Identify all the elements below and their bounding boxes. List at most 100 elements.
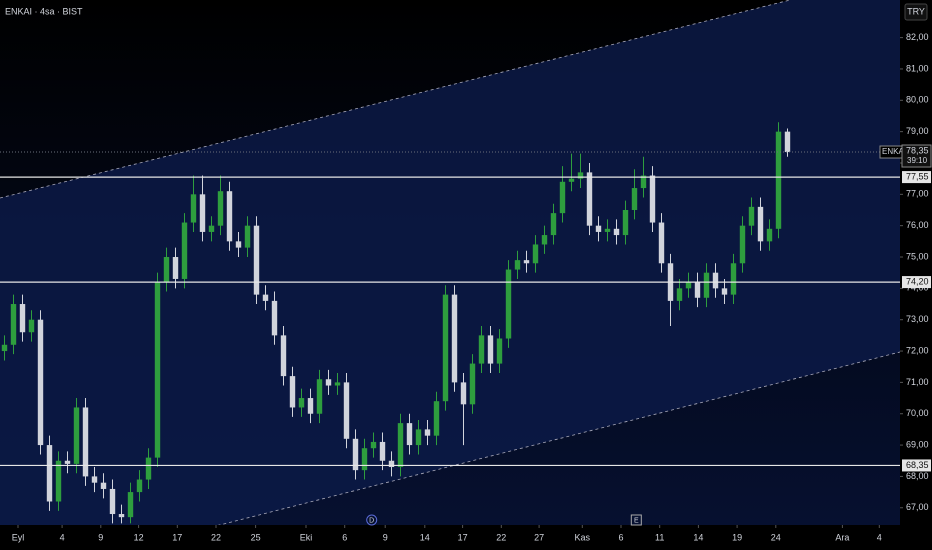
x-tick-label: 22	[496, 532, 506, 542]
x-tick-label: 17	[458, 532, 468, 542]
candle-body	[262, 294, 269, 301]
candle-body	[433, 401, 440, 436]
y-tick-label: 67,00	[906, 502, 929, 512]
x-tick-label: 9	[383, 532, 388, 542]
channel-lower	[199, 351, 901, 531]
candle-body	[577, 172, 584, 179]
candle-body	[154, 282, 161, 458]
x-tick-label: 14	[693, 532, 703, 542]
candle-body	[730, 263, 737, 295]
candle-body	[109, 488, 116, 515]
candle-body	[217, 191, 224, 226]
candle-body	[163, 257, 170, 283]
channel-upper	[0, 0, 791, 199]
currency-box[interactable]	[904, 3, 928, 21]
x-tick-label: 6	[342, 532, 347, 542]
candle-body	[226, 191, 233, 242]
candle-body	[208, 225, 215, 232]
candle-body	[289, 376, 296, 408]
y-tick-label: 73,00	[906, 314, 929, 324]
candle-body	[91, 476, 98, 483]
candle-body	[253, 225, 260, 295]
x-tick-label: 24	[771, 532, 781, 542]
candle-body	[235, 241, 242, 248]
candle-body	[334, 382, 341, 386]
level-label: 77,55	[906, 171, 929, 181]
candle-body	[586, 172, 593, 226]
candle-body	[424, 429, 431, 436]
y-tick-label: 81,00	[906, 63, 929, 73]
candle-body	[703, 272, 710, 298]
event-label: D	[369, 517, 374, 524]
x-tick-label: Ara	[835, 532, 849, 542]
y-tick-label: 80,00	[906, 95, 929, 105]
candle-body	[541, 235, 548, 245]
candle-body	[559, 181, 566, 214]
candle-body	[451, 294, 458, 383]
candle-body	[442, 294, 449, 402]
candle-body	[370, 441, 377, 449]
countdown: 39:10	[907, 156, 928, 165]
candle-body	[397, 423, 404, 468]
candle-body	[280, 335, 287, 377]
candle-body	[478, 335, 485, 364]
candle-body	[784, 131, 791, 153]
event-label: E	[634, 517, 639, 524]
x-tick-label: Eki	[300, 532, 313, 542]
candle-body	[649, 175, 656, 223]
currency[interactable]: TRY	[907, 6, 925, 16]
last-price-label: 78,35	[906, 145, 929, 155]
candle-body	[379, 441, 386, 461]
x-tick-label: Kas	[575, 532, 591, 542]
candle-body	[100, 482, 107, 489]
candle-body	[469, 363, 476, 405]
y-tick-label: 79,00	[906, 126, 929, 136]
channel-fill	[0, 0, 900, 530]
x-tick-label: 9	[98, 532, 103, 542]
candle-body	[199, 194, 206, 232]
candle-body	[37, 319, 44, 446]
candle-body	[685, 282, 692, 289]
y-tick-label: 68,00	[906, 471, 929, 481]
candle-body	[271, 300, 278, 336]
candle-body	[343, 382, 350, 439]
candle-body	[631, 188, 638, 210]
candle-body	[307, 398, 314, 414]
candle-body	[748, 206, 755, 226]
candle-body	[676, 288, 683, 301]
time-axis	[0, 525, 900, 550]
level-label: 74,20	[906, 276, 929, 286]
y-tick-label: 77,00	[906, 189, 929, 199]
y-tick-label: 82,00	[906, 32, 929, 42]
candle-body	[325, 379, 332, 386]
candle-body	[10, 304, 17, 345]
candle-body	[613, 228, 620, 236]
level-tag	[902, 276, 931, 289]
candle-body	[46, 445, 53, 502]
candle-body	[136, 479, 143, 493]
candle-body	[595, 225, 602, 232]
candle-body	[127, 492, 134, 518]
last-price-tag	[901, 144, 932, 168]
candle-body	[64, 460, 71, 464]
candle-body	[316, 379, 323, 414]
candle-body	[496, 338, 503, 364]
x-tick-label: 12	[134, 532, 144, 542]
x-tick-label: 4	[877, 532, 882, 542]
candle-body	[55, 460, 62, 502]
candle-body	[352, 438, 359, 471]
candle-body	[550, 213, 557, 236]
level-tag	[902, 459, 931, 472]
candle-body	[712, 272, 719, 289]
candle-body	[460, 382, 467, 405]
candle-body	[604, 228, 611, 232]
x-tick-label: 27	[534, 532, 544, 542]
y-tick-label: 71,00	[906, 377, 929, 387]
level-tag	[902, 171, 931, 184]
candle-body	[694, 282, 701, 298]
candle-body	[757, 206, 764, 242]
level-label: 68,35	[906, 460, 929, 470]
chart-title: ENKAI · 4sa · BIST	[5, 6, 83, 16]
y-tick-label: 76,00	[906, 220, 929, 230]
